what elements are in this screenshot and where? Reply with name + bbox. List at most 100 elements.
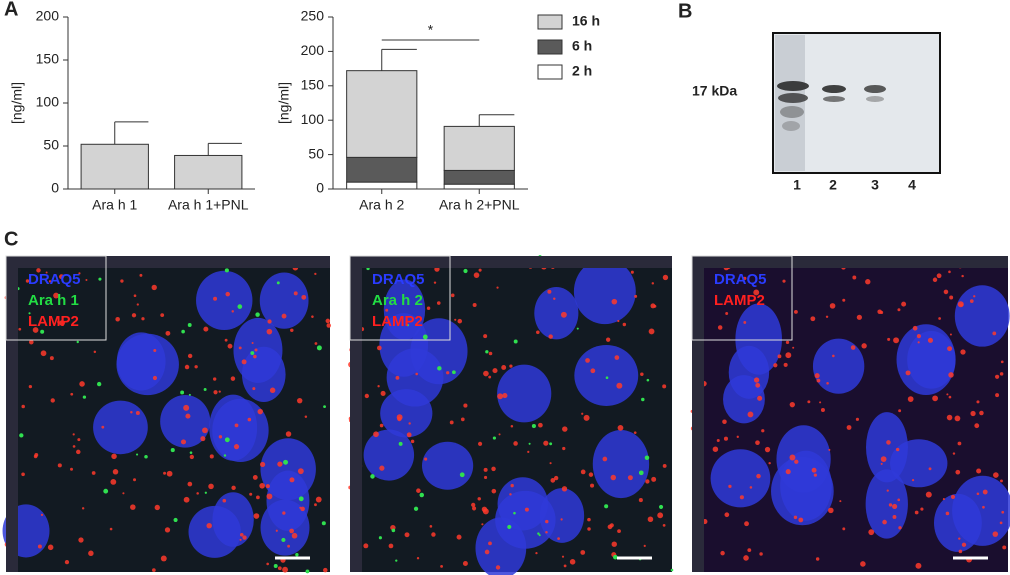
- inset-frame: [691, 255, 793, 341]
- lysosome: [183, 404, 190, 411]
- lysosome: [825, 315, 829, 319]
- micrograph: DRAQ5 Ara h 2 LAMP2: [348, 255, 674, 575]
- lysosome: [616, 382, 623, 389]
- lysosome: [185, 413, 191, 419]
- lysosome: [101, 425, 105, 429]
- lysosome: [811, 467, 817, 473]
- bar-segment: [346, 156, 418, 183]
- panel-label: B: [678, 0, 692, 22]
- lysosome: [281, 313, 287, 319]
- ortho-strip-left: [350, 256, 362, 572]
- lysosome: [483, 467, 488, 472]
- allergen-signal: [97, 381, 102, 387]
- lysosome: [323, 567, 328, 573]
- lysosome: [602, 456, 608, 462]
- lysosome: [40, 350, 47, 357]
- lysosome: [187, 481, 193, 487]
- x-tick-label: Ara h 1: [92, 197, 137, 213]
- lysosome: [880, 310, 884, 314]
- legend-label: 16 h: [572, 13, 600, 29]
- y-axis-label: [ng/ml]: [276, 82, 292, 124]
- allergen-signal: [406, 323, 409, 327]
- lysosome: [410, 439, 415, 444]
- lysosome: [761, 429, 765, 433]
- nucleus: [573, 258, 636, 325]
- lysosome: [614, 355, 620, 360]
- lysosome: [93, 350, 97, 354]
- lysosome: [736, 435, 739, 438]
- lysosome: [814, 373, 820, 379]
- lysosome: [643, 544, 646, 547]
- lysosome: [952, 452, 956, 455]
- allergen-signal: [419, 492, 424, 498]
- lysosome: [436, 301, 441, 305]
- lane-label: 3: [871, 177, 879, 193]
- legend-swatch: [537, 14, 563, 30]
- lysosome: [450, 293, 455, 298]
- lysosome: [662, 524, 666, 527]
- lysosome: [793, 309, 798, 314]
- lysosome: [136, 303, 139, 306]
- lysosome: [826, 381, 829, 385]
- lysosome: [502, 393, 508, 399]
- lysosome: [213, 296, 218, 301]
- lysosome: [241, 359, 247, 365]
- lysosome: [253, 513, 260, 519]
- allergen-signal: [180, 390, 185, 395]
- lysosome: [587, 527, 591, 531]
- lysosome: [477, 497, 481, 501]
- lysosome: [861, 343, 867, 349]
- lysosome: [617, 424, 624, 431]
- allergen-signal: [398, 441, 403, 446]
- lysosome: [433, 281, 437, 284]
- lysosome: [907, 396, 914, 402]
- legend-label: 2 h: [572, 63, 592, 79]
- lysosome: [650, 303, 656, 309]
- allergen-signal: [98, 277, 102, 281]
- lysosome: [640, 372, 644, 376]
- lysosome: [569, 559, 576, 565]
- lysosome: [850, 345, 856, 350]
- nucleus: [735, 303, 782, 375]
- lysosome: [462, 561, 468, 566]
- allergen-signal: [204, 491, 207, 494]
- lysosome: [501, 365, 507, 370]
- lysosome: [955, 469, 961, 475]
- blot-smear: [775, 35, 805, 171]
- lysosome: [957, 301, 964, 308]
- lysosome: [326, 323, 332, 328]
- lysosome: [483, 334, 488, 339]
- lysosome: [416, 488, 421, 493]
- lysosome: [184, 364, 190, 370]
- allergen-signal: [437, 366, 442, 371]
- bar-segment: [346, 70, 418, 158]
- lane-label: 2: [829, 177, 837, 193]
- lysosome: [495, 565, 501, 570]
- lysosome: [141, 317, 145, 321]
- lysosome: [325, 318, 331, 324]
- lysosome: [287, 544, 290, 548]
- allergen-signal: [203, 387, 207, 391]
- lysosome: [634, 294, 638, 298]
- lysosome: [716, 438, 720, 442]
- lysosome: [717, 325, 723, 330]
- lysosome: [957, 441, 962, 446]
- allergen-signal: [295, 552, 299, 557]
- nucleus: [952, 475, 1010, 546]
- lysosome: [773, 363, 778, 368]
- lysosome: [404, 532, 410, 538]
- lysosome: [238, 346, 242, 350]
- nucleus: [723, 375, 765, 424]
- lysosome: [45, 271, 48, 274]
- allergen-signal: [641, 397, 645, 402]
- lysosome: [29, 339, 34, 345]
- nucleus: [188, 505, 241, 558]
- lysosome: [395, 375, 400, 380]
- lysosome: [580, 469, 586, 475]
- allergen-signal: [76, 340, 79, 344]
- lysosome: [257, 408, 263, 415]
- lysosome: [431, 532, 436, 537]
- lysosome: [88, 550, 94, 557]
- lysosome: [266, 493, 273, 500]
- lysosome: [743, 321, 747, 324]
